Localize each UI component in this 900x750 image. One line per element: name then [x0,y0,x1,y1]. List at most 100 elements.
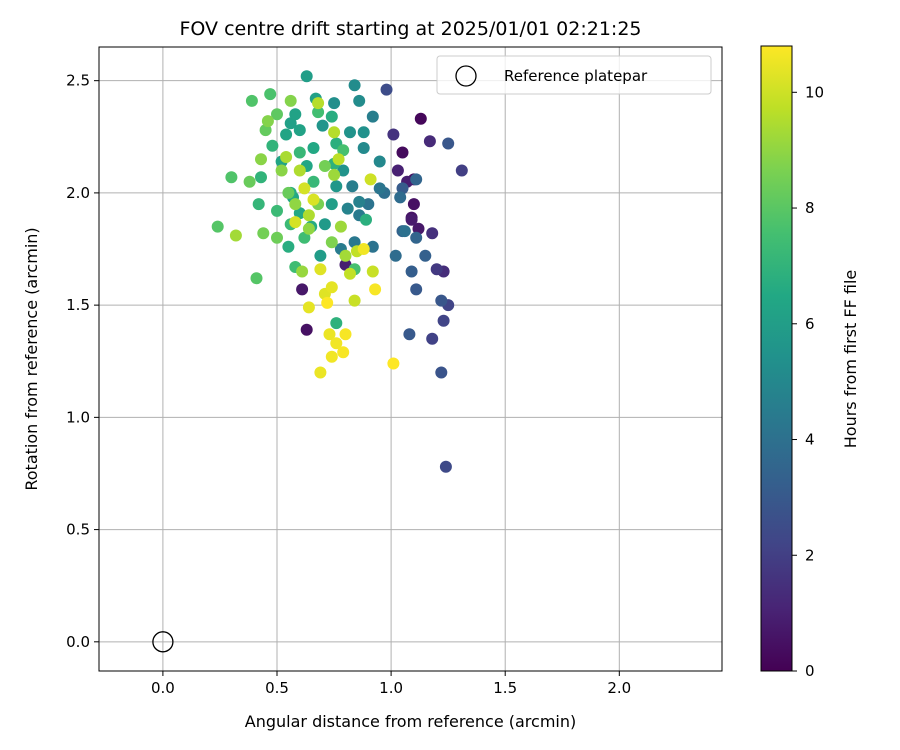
data-point [366,240,379,253]
data-point [255,153,267,166]
data-point [328,126,341,139]
colorbar: 0 2 4 6 8 10 Hours from first FF file [760,45,860,680]
data-point [300,70,313,83]
data-point [252,198,265,211]
data-point [430,263,443,276]
data-point [314,249,327,262]
data-point [293,146,306,159]
data-point [325,350,338,363]
data-point [280,151,293,163]
data-point [330,337,343,350]
data-point [307,175,320,188]
y-tick-label: 0.0 [66,633,90,651]
data-point [314,366,327,379]
data-point [369,283,382,296]
data-point [396,146,409,159]
data-point [398,225,411,238]
x-tick-label: 2.0 [607,679,631,697]
data-point [302,301,315,314]
colorbar-tick-label: 8 [805,199,815,217]
data-point [266,139,279,152]
x-tick-label: 1.5 [493,679,517,697]
data-point [344,267,356,280]
data-point [293,124,306,137]
data-point [337,164,350,177]
data-point [455,164,468,177]
data-point [394,191,407,204]
data-point [348,294,361,307]
data-point [330,317,343,330]
data-point [289,198,302,211]
data-point [344,126,356,139]
data-point [364,173,377,186]
data-point [284,94,297,107]
x-axis-label: Angular distance from reference (arcmin) [245,712,576,731]
data-point [387,357,400,370]
data-point [380,83,393,96]
colorbar-tick-label: 6 [805,315,815,333]
data-point [337,144,350,157]
colorbar-tick-label: 0 [805,662,815,680]
data-point [330,180,343,193]
x-tick-label: 0.5 [265,679,289,697]
data-point [366,265,379,278]
data-point [353,94,366,107]
data-point [360,213,372,226]
data-point [312,97,325,110]
data-point [414,112,427,125]
data-point [314,263,327,276]
legend-marker-reference [455,65,477,87]
data-point [439,460,452,473]
data-point [296,265,309,278]
data-point [255,171,267,184]
data-point [243,175,256,188]
y-tick-label: 0.5 [66,521,90,539]
data-point [348,236,361,249]
data-point [323,328,336,341]
data-point [391,164,404,177]
data-point [357,142,370,154]
colorbar-label: Hours from first FF file [841,270,860,449]
data-point [318,218,331,231]
data-point [225,171,238,184]
data-point [245,94,258,107]
data-point [300,323,313,336]
data-point [298,182,311,195]
data-point [362,198,375,211]
data-point [259,124,272,137]
data-point [387,128,400,141]
plot-frame [98,46,723,672]
data-point [437,314,450,327]
data-point [307,142,320,154]
chart-title: FOV centre drift starting at 2025/01/01 … [179,18,641,40]
data-point [423,135,436,148]
data-point [325,236,338,249]
data-point [435,366,448,379]
data-point [325,110,338,123]
data-point [271,204,283,217]
data-point [302,222,315,235]
legend-label-reference: Reference platepar [504,67,648,85]
colorbar-gradient [760,45,793,672]
data-point [357,126,370,139]
data-point [312,106,325,119]
data-point [325,198,338,211]
data-point [302,209,315,222]
axis-ticks: 0.0 0.5 1.0 1.5 2.0 0.0 0.5 1.0 1.5 2.0 2.5 [66,72,631,697]
data-point [346,180,359,193]
data-point [257,227,270,240]
data-point [405,265,418,278]
data-point [435,294,448,307]
y-tick-label: 1.5 [66,296,90,314]
data-point [293,164,306,177]
colorbar-ticks: 0 2 4 6 8 10 [792,83,824,680]
x-tick-label: 0.0 [151,679,175,697]
data-point [321,296,334,309]
data-point [410,283,423,296]
data-point [403,328,416,341]
data-point [426,227,439,240]
data-point [328,97,341,110]
data-point [410,173,423,186]
data-point [229,229,242,242]
